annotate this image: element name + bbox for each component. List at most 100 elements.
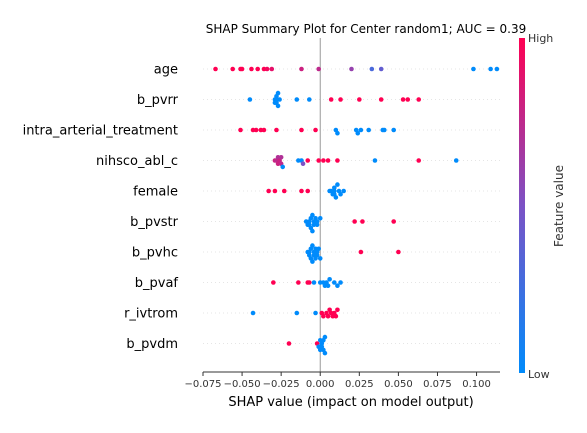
y-label-female: female [133, 185, 178, 200]
shap-point [269, 67, 274, 72]
shap-point [326, 158, 331, 163]
shap-point [379, 67, 384, 72]
y-label-b_pvaf: b_pvaf [135, 276, 179, 291]
y-label-nihsco_abl_c: nihsco_abl_c [96, 154, 178, 169]
shap-point [279, 155, 284, 160]
x-tick-label: −0.025 [263, 379, 300, 390]
shap-point [254, 128, 259, 133]
shap-point [299, 189, 304, 194]
shap-point [265, 67, 270, 72]
shap-point [405, 97, 410, 102]
x-tick-label: 0.000 [306, 379, 335, 390]
colorbar-high-label: High [528, 32, 553, 45]
shap-point [471, 67, 476, 72]
shap-point [255, 67, 260, 72]
shap-point [349, 67, 354, 72]
x-tick-label: 0.100 [462, 379, 491, 390]
shap-point [294, 311, 299, 316]
shap-point [271, 280, 276, 285]
shap-point [301, 161, 306, 166]
shap-point [230, 67, 235, 72]
shap-point [277, 97, 282, 102]
shap-point [273, 189, 278, 194]
shap-point [341, 189, 346, 194]
shap-point [334, 195, 339, 200]
shap-point [316, 158, 321, 163]
shap-point [318, 256, 323, 261]
shap-point [359, 250, 364, 255]
shap-point [312, 280, 317, 285]
y-axis-labels: age b_pvrr intra_arterial_treatment nihsco_… [23, 63, 179, 353]
shap-point [282, 189, 287, 194]
shap-point [359, 128, 364, 133]
shap-point [310, 229, 315, 234]
shap-point [396, 250, 401, 255]
feature-rows [203, 69, 500, 344]
shap-point [262, 128, 267, 133]
shap-point [323, 351, 328, 356]
shap-point [315, 222, 320, 227]
shap-point [316, 247, 321, 252]
shap-point [287, 341, 292, 346]
x-tick-label: 0.050 [384, 379, 413, 390]
shap-point [307, 97, 312, 102]
shap-point [338, 280, 343, 285]
shap-point [248, 97, 253, 102]
shap-point [352, 219, 357, 224]
shap-point [401, 97, 406, 102]
x-tick-label: 0.075 [423, 379, 452, 390]
shap-point [335, 131, 340, 136]
shap-point [274, 128, 279, 133]
colorbar [519, 38, 525, 373]
y-label-b_pvhc: b_pvhc [132, 246, 178, 261]
x-axis-ticks: −0.075 −0.050 −0.025 0.000 0.025 0.050 0.075 0.… [184, 372, 490, 390]
shap-point [313, 128, 318, 133]
colorbar-title: Feature value [552, 165, 566, 247]
shap-point [238, 128, 243, 133]
shap-point [382, 128, 387, 133]
shap-point [366, 128, 371, 133]
chart-title: SHAP Summary Plot for Center random1; AU… [206, 22, 526, 36]
shap-point [327, 277, 332, 282]
shap-point [326, 283, 331, 288]
shap-point [305, 158, 310, 163]
shap-point [251, 311, 256, 316]
shap-point [391, 219, 396, 224]
shap-point [307, 280, 312, 285]
y-label-b_pvrr: b_pvrr [137, 93, 179, 108]
shap-point [335, 182, 340, 187]
shap-point [240, 67, 245, 72]
shap-point [213, 67, 218, 72]
shap-point [416, 97, 421, 102]
shap-point [495, 67, 500, 72]
shap-point [334, 314, 339, 319]
shap-point [370, 67, 375, 72]
shap-point [296, 280, 301, 285]
shap-point [321, 158, 326, 163]
shap-point [305, 189, 310, 194]
shap-point [318, 216, 323, 221]
shap-point [454, 158, 459, 163]
dots-layer [213, 67, 499, 356]
y-label-b_pvdm: b_pvdm [126, 337, 178, 352]
x-axis-label: SHAP value (impact on model output) [228, 395, 473, 410]
shap-point [299, 67, 304, 72]
y-label-b_pvstr: b_pvstr [130, 215, 179, 230]
shap-point [323, 335, 328, 340]
colorbar-low-label: Low [528, 368, 550, 381]
x-tick-label: −0.075 [184, 379, 221, 390]
shap-point [266, 189, 271, 194]
shap-point [294, 97, 299, 102]
y-label-intra_arterial_treatment: intra_arterial_treatment [23, 124, 178, 139]
x-tick-label: 0.025 [345, 379, 374, 390]
shap-point [416, 158, 421, 163]
x-tick-label: −0.050 [224, 379, 261, 390]
shap-point [360, 219, 365, 224]
shap-point [299, 128, 304, 133]
shap-point [313, 311, 318, 316]
shap-point [335, 308, 340, 313]
y-label-age: age [154, 63, 178, 78]
shap-point [276, 104, 281, 109]
shap-point [249, 67, 254, 72]
